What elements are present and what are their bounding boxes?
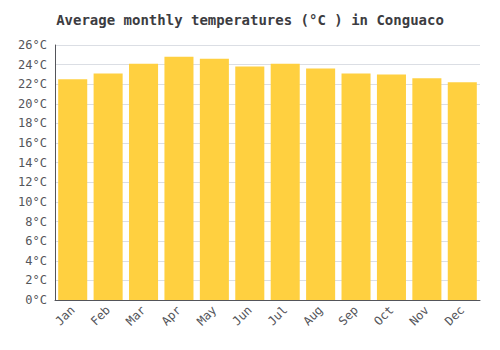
- svg-text:26°C: 26°C: [18, 38, 47, 52]
- svg-text:May: May: [194, 303, 219, 328]
- svg-text:Feb: Feb: [88, 303, 113, 328]
- svg-text:24°C: 24°C: [18, 58, 47, 72]
- svg-text:Jun: Jun: [230, 303, 255, 328]
- svg-text:Dec: Dec: [442, 303, 467, 328]
- svg-text:Mar: Mar: [123, 303, 148, 328]
- svg-text:16°C: 16°C: [18, 136, 47, 150]
- svg-text:2°C: 2°C: [25, 273, 47, 287]
- svg-text:0°C: 0°C: [25, 293, 47, 307]
- svg-text:Sep: Sep: [336, 303, 361, 328]
- svg-text:4°C: 4°C: [25, 254, 47, 268]
- svg-text:14°C: 14°C: [18, 156, 47, 170]
- svg-text:8°C: 8°C: [25, 215, 47, 229]
- svg-text:Aug: Aug: [300, 303, 325, 328]
- svg-text:6°C: 6°C: [25, 234, 47, 248]
- svg-text:12°C: 12°C: [18, 175, 47, 189]
- svg-text:Jul: Jul: [265, 303, 290, 328]
- svg-text:Apr: Apr: [159, 303, 184, 328]
- svg-text:Jan: Jan: [52, 303, 77, 328]
- svg-text:Oct: Oct: [371, 303, 396, 328]
- svg-text:22°C: 22°C: [18, 77, 47, 91]
- svg-text:10°C: 10°C: [18, 195, 47, 209]
- svg-text:20°C: 20°C: [18, 97, 47, 111]
- svg-text:Nov: Nov: [407, 303, 432, 328]
- svg-text:18°C: 18°C: [18, 116, 47, 130]
- svg-text:Average monthly temperatures (: Average monthly temperatures (°C ) in Co…: [56, 12, 444, 28]
